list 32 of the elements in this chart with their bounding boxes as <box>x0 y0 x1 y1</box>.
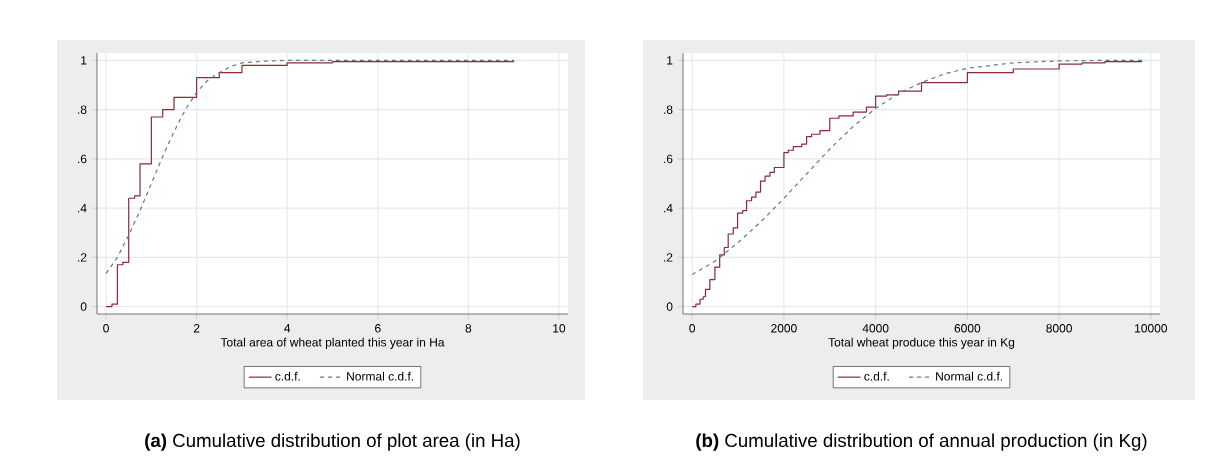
x-tick-label: 2000 <box>771 324 797 333</box>
y-tick-label: .8 <box>664 105 673 114</box>
x-tick-label: 2 <box>193 324 200 333</box>
y-tick-label: .2 <box>78 253 87 262</box>
x-tick-label: 0 <box>689 324 696 333</box>
y-tick-label: .4 <box>664 203 673 213</box>
text: (b) Cumulative distribution of annual production (in Kg) <box>696 433 1147 451</box>
x-tick-label: 6000 <box>954 324 981 333</box>
text: (a) Cumulative distribution of plot area (in Ha) <box>145 433 520 451</box>
x-tick-label: 6 <box>375 324 381 333</box>
y-tick-label: .6 <box>664 154 673 164</box>
y-tick-label: .4 <box>78 203 87 213</box>
legend-label: Normal c.d.f. <box>936 371 1003 381</box>
legend-label: c.d.f. <box>275 371 300 381</box>
x-axis-title: Total area of wheat planted this year in Ha <box>220 337 445 349</box>
x-tick-label: 10 <box>553 324 566 333</box>
y-tick-label: .8 <box>78 105 87 114</box>
y-tick-label: .6 <box>78 154 87 164</box>
y-tick-label: 0 <box>80 302 87 311</box>
x-tick-label: 0 <box>103 324 109 333</box>
x-tick-label: 4000 <box>862 324 889 333</box>
x-axis-title: Total wheat produce this year in Kg <box>828 337 1015 349</box>
x-tick-label: 4 <box>284 324 291 333</box>
x-tick-label: 8 <box>465 324 472 333</box>
y-tick-label: .2 <box>664 253 673 262</box>
y-tick-label: 0 <box>666 302 673 311</box>
legend-label: c.d.f. <box>864 371 889 381</box>
y-tick-label: 1 <box>667 56 673 65</box>
x-tick-label: 8000 <box>1046 324 1072 333</box>
legend-label: Normal c.d.f. <box>347 371 414 381</box>
y-tick-label: 1 <box>81 56 87 65</box>
x-tick-label: 10000 <box>1135 324 1168 333</box>
